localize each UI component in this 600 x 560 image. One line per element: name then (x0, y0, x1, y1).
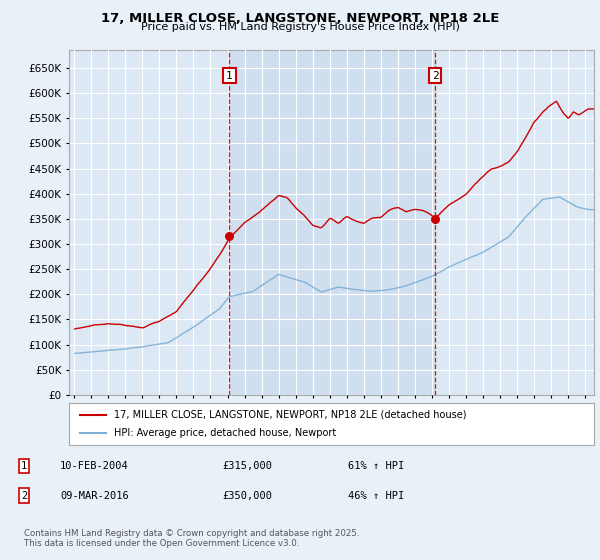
Text: Contains HM Land Registry data © Crown copyright and database right 2025.
This d: Contains HM Land Registry data © Crown c… (24, 529, 359, 548)
Text: HPI: Average price, detached house, Newport: HPI: Average price, detached house, Newp… (113, 428, 336, 438)
Text: £315,000: £315,000 (222, 461, 272, 471)
Text: 17, MILLER CLOSE, LANGSTONE, NEWPORT, NP18 2LE (detached house): 17, MILLER CLOSE, LANGSTONE, NEWPORT, NP… (113, 410, 466, 420)
Text: 61% ↑ HPI: 61% ↑ HPI (348, 461, 404, 471)
Bar (229, 50, 436, 395)
Point (224, 232, 234, 241)
Text: Price paid vs. HM Land Registry's House Price Index (HPI): Price paid vs. HM Land Registry's House … (140, 22, 460, 32)
Text: 10-FEB-2004: 10-FEB-2004 (60, 461, 129, 471)
Text: 09-MAR-2016: 09-MAR-2016 (60, 491, 129, 501)
Point (431, 214, 440, 223)
Text: 17, MILLER CLOSE, LANGSTONE, NEWPORT, NP18 2LE: 17, MILLER CLOSE, LANGSTONE, NEWPORT, NP… (101, 12, 499, 25)
Text: 2: 2 (21, 491, 27, 501)
Text: 1: 1 (21, 461, 27, 471)
Text: 1: 1 (226, 71, 233, 81)
Text: £350,000: £350,000 (222, 491, 272, 501)
Text: 46% ↑ HPI: 46% ↑ HPI (348, 491, 404, 501)
Text: 2: 2 (432, 71, 439, 81)
